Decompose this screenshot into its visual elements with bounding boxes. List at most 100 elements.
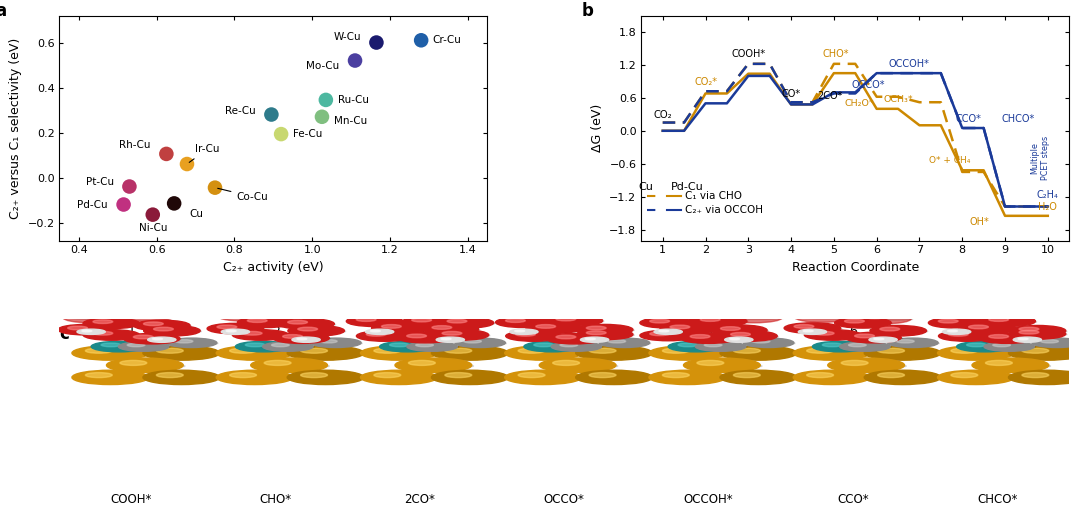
Text: OCCOH*: OCCOH*: [684, 493, 733, 506]
Circle shape: [870, 325, 927, 336]
Circle shape: [1022, 348, 1049, 353]
Circle shape: [82, 330, 92, 332]
Ellipse shape: [792, 327, 842, 330]
Circle shape: [849, 343, 866, 347]
Circle shape: [835, 318, 891, 328]
Ellipse shape: [151, 339, 177, 341]
Ellipse shape: [947, 352, 1016, 356]
Circle shape: [381, 325, 402, 328]
Circle shape: [534, 343, 554, 347]
Circle shape: [230, 372, 256, 378]
Ellipse shape: [846, 346, 891, 348]
Circle shape: [804, 330, 813, 332]
Circle shape: [518, 348, 545, 353]
Circle shape: [432, 326, 451, 329]
Ellipse shape: [946, 332, 972, 333]
Ellipse shape: [687, 337, 739, 340]
Ellipse shape: [658, 332, 683, 333]
Circle shape: [356, 330, 413, 341]
Ellipse shape: [584, 339, 609, 341]
Circle shape: [989, 318, 1009, 321]
Circle shape: [242, 332, 262, 335]
Circle shape: [287, 346, 364, 360]
Circle shape: [864, 346, 941, 360]
Circle shape: [814, 332, 834, 335]
Ellipse shape: [963, 346, 1014, 349]
Text: OCCOH*: OCCOH*: [889, 59, 929, 69]
Circle shape: [119, 311, 175, 321]
Circle shape: [662, 348, 689, 353]
Circle shape: [245, 343, 265, 347]
Circle shape: [91, 341, 148, 352]
Circle shape: [157, 348, 184, 353]
Circle shape: [247, 319, 267, 322]
Circle shape: [235, 341, 292, 352]
Ellipse shape: [513, 335, 564, 338]
Circle shape: [526, 323, 582, 334]
Ellipse shape: [549, 364, 618, 368]
Circle shape: [546, 334, 603, 344]
Ellipse shape: [728, 335, 779, 338]
Circle shape: [226, 330, 237, 332]
Circle shape: [524, 341, 580, 352]
Ellipse shape: [667, 328, 718, 330]
Ellipse shape: [404, 337, 455, 340]
Circle shape: [148, 337, 176, 342]
Circle shape: [590, 372, 616, 378]
Circle shape: [794, 312, 851, 322]
Ellipse shape: [244, 322, 295, 324]
Text: Multiple
PCET steps: Multiple PCET steps: [1030, 136, 1050, 180]
Text: C₁ via CHO: C₁ via CHO: [685, 191, 742, 200]
Circle shape: [807, 348, 834, 353]
Circle shape: [839, 342, 890, 351]
Circle shape: [1020, 330, 1039, 334]
Ellipse shape: [717, 329, 769, 332]
Circle shape: [518, 372, 545, 378]
Ellipse shape: [379, 327, 430, 330]
Point: [206, 183, 224, 192]
Circle shape: [662, 372, 689, 378]
Ellipse shape: [81, 332, 106, 333]
Text: COOH*: COOH*: [111, 493, 152, 506]
Circle shape: [287, 370, 364, 384]
Text: CO₂*: CO₂*: [694, 77, 717, 87]
Ellipse shape: [285, 323, 336, 326]
Circle shape: [311, 338, 361, 348]
Text: CCO*: CCO*: [956, 113, 982, 124]
X-axis label: C₂₊ activity (eV): C₂₊ activity (eV): [224, 261, 324, 274]
Ellipse shape: [982, 364, 1051, 368]
Circle shape: [733, 348, 760, 353]
Ellipse shape: [405, 364, 474, 368]
Circle shape: [684, 358, 760, 372]
Circle shape: [143, 346, 219, 360]
Text: Rh-Cu: Rh-Cu: [119, 140, 151, 150]
Text: OCCO*: OCCO*: [851, 80, 885, 90]
Ellipse shape: [733, 317, 784, 320]
Circle shape: [422, 324, 478, 335]
Circle shape: [380, 341, 436, 352]
Circle shape: [669, 341, 725, 352]
Circle shape: [1020, 327, 1039, 331]
Circle shape: [720, 346, 797, 360]
Circle shape: [989, 335, 1009, 338]
Text: Pd-Cu: Pd-Cu: [78, 199, 108, 209]
Circle shape: [407, 334, 427, 338]
Circle shape: [725, 337, 753, 342]
Circle shape: [432, 329, 489, 340]
Circle shape: [217, 325, 237, 329]
Ellipse shape: [461, 342, 507, 344]
Ellipse shape: [297, 352, 366, 356]
Circle shape: [577, 324, 633, 335]
Circle shape: [227, 312, 247, 316]
Ellipse shape: [647, 322, 698, 325]
Ellipse shape: [531, 346, 582, 349]
Ellipse shape: [730, 377, 798, 380]
Circle shape: [365, 329, 394, 335]
Circle shape: [972, 358, 1049, 372]
Circle shape: [697, 361, 724, 365]
Circle shape: [539, 358, 616, 372]
Ellipse shape: [702, 346, 747, 348]
Ellipse shape: [297, 377, 366, 380]
Ellipse shape: [1016, 333, 1067, 336]
Text: b: b: [581, 2, 593, 20]
